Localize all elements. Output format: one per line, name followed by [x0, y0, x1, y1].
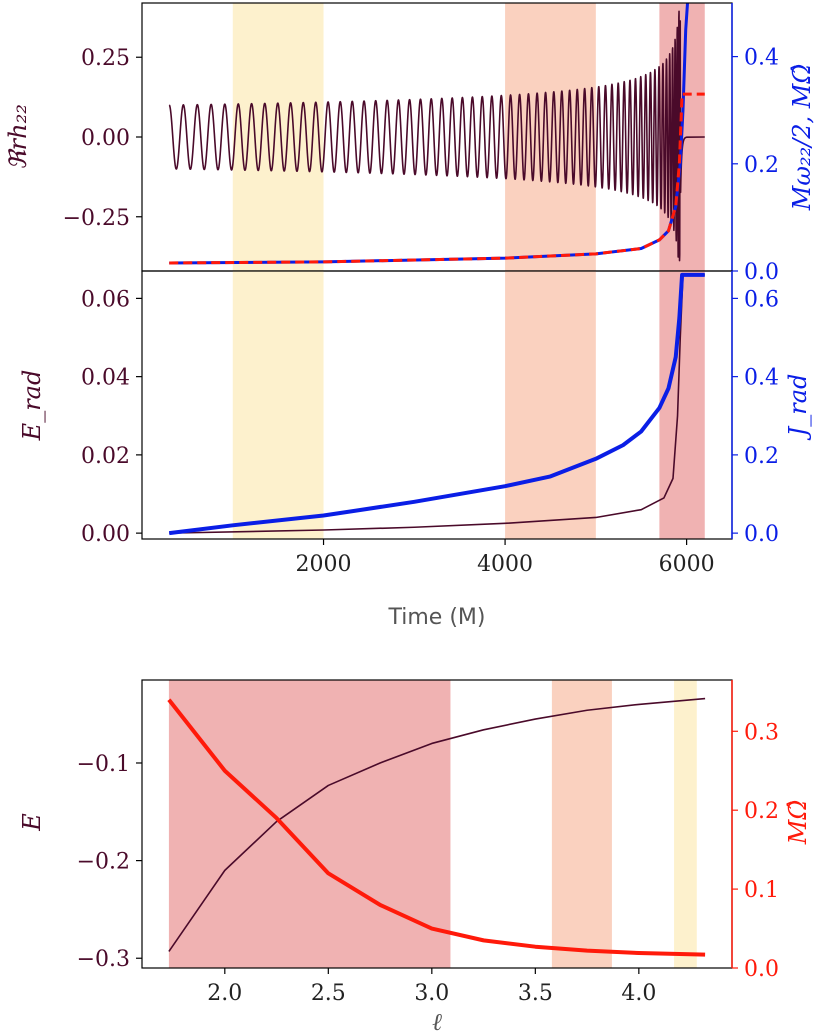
x-axis-label: ℓ	[432, 1008, 442, 1036]
right-tick-label: 0.0	[744, 522, 779, 547]
band-yellow	[674, 680, 697, 968]
right-axis-ticks: 0.6 0.4 0.2 0.0	[731, 271, 779, 547]
series-line-2	[169, 92, 705, 265]
left-tick-label: 0.06	[81, 287, 130, 312]
right-tick-label: 0.2	[744, 444, 779, 469]
band-yellow	[232, 3, 324, 271]
right-tick-label: 0.1	[744, 878, 779, 903]
right-tick-label: 0.2	[744, 153, 779, 178]
right-tick-label: 0.3	[744, 720, 779, 745]
left-tick-label: 0.02	[81, 444, 130, 469]
left-axis-label: E	[18, 813, 46, 832]
right-tick-label: 0.6	[744, 287, 779, 312]
band-orange	[505, 271, 596, 539]
right-axis-label: J_rad	[784, 374, 812, 442]
panel-waveform: 0.25 0.00 −0.25 0.4 0.2 0.0 ℜrh₂₂ Mω₂₂/2, MΩ…	[4, 2, 816, 285]
left-axis-ticks: 0.25 0.00 −0.25	[63, 46, 142, 231]
right-tick-label: 0.2	[744, 799, 779, 824]
series-lines	[168, 272, 705, 536]
left-tick-label: 0.25	[81, 46, 130, 71]
series-line-0	[168, 697, 706, 952]
left-tick-label: −0.25	[63, 206, 130, 231]
right-tick-label: 0.4	[744, 46, 779, 71]
x-tick-label: 2.5	[311, 981, 346, 1006]
highlight-bands	[232, 271, 705, 539]
band-yellow	[232, 271, 324, 539]
x-tick-label: 4.0	[621, 981, 656, 1006]
x-axis-label: Time (M)	[388, 605, 486, 630]
left-axis-ticks: 0.06 0.04 0.02 0.00	[81, 287, 142, 547]
x-axis-ticks: 2.0 2.5 3.0 3.5 4.0	[207, 968, 656, 1006]
right-axis-label: MΩ̂	[784, 800, 812, 845]
right-tick-label: 0.0	[744, 260, 779, 285]
band-red	[168, 680, 451, 968]
left-axis-label: E_rad	[18, 370, 46, 442]
left-axis-ticks: −0.1 −0.2 −0.3	[77, 752, 142, 972]
right-axis-ticks: 0.4 0.2 0.0	[731, 3, 779, 285]
panel-radiated: 0.06 0.04 0.02 0.00 0.6 0.4 0.2 0.0 2000 4000 60…	[18, 270, 812, 630]
x-tick-label: 2000	[296, 552, 352, 577]
left-tick-label: 0.00	[81, 522, 130, 547]
x-tick-label: 2.0	[207, 981, 242, 1006]
plot-frame	[141, 2, 733, 272]
left-axis-label: ℜrh₂₂	[4, 104, 32, 170]
right-tick-label: 0.0	[744, 957, 779, 982]
right-axis-ticks: 0.3 0.2 0.1 0.0	[731, 680, 779, 982]
x-tick-label: 3.5	[518, 981, 553, 1006]
x-axis-ticks: 2000 4000 6000	[296, 539, 715, 577]
left-tick-label: −0.2	[77, 850, 130, 875]
series-line-0	[169, 274, 705, 534]
series-line-0	[168, 10, 705, 262]
panel-energy-ell: −0.1 −0.2 −0.3 0.3 0.2 0.1 0.0 2.0 2.5 3.0 3.5 4.…	[18, 679, 812, 1036]
highlight-bands	[168, 680, 697, 968]
x-tick-label: 4000	[477, 552, 533, 577]
right-axis-label: Mω₂₂/2, MΩ̂	[788, 64, 816, 211]
highlight-bands	[232, 3, 705, 271]
left-tick-label: 0.04	[81, 366, 130, 391]
series-lines	[168, 2, 705, 265]
left-tick-label: −0.3	[77, 947, 130, 972]
right-tick-label: 0.4	[744, 366, 779, 391]
x-tick-label: 3.0	[414, 981, 449, 1006]
left-tick-label: 0.00	[81, 126, 130, 151]
series-line-1	[167, 698, 706, 957]
band-red	[659, 271, 705, 539]
band-orange	[505, 3, 596, 271]
x-tick-label: 6000	[659, 552, 715, 577]
series-lines	[167, 697, 706, 957]
left-tick-label: −0.1	[77, 752, 130, 777]
band-orange	[551, 680, 612, 968]
series-line-1	[168, 272, 705, 536]
